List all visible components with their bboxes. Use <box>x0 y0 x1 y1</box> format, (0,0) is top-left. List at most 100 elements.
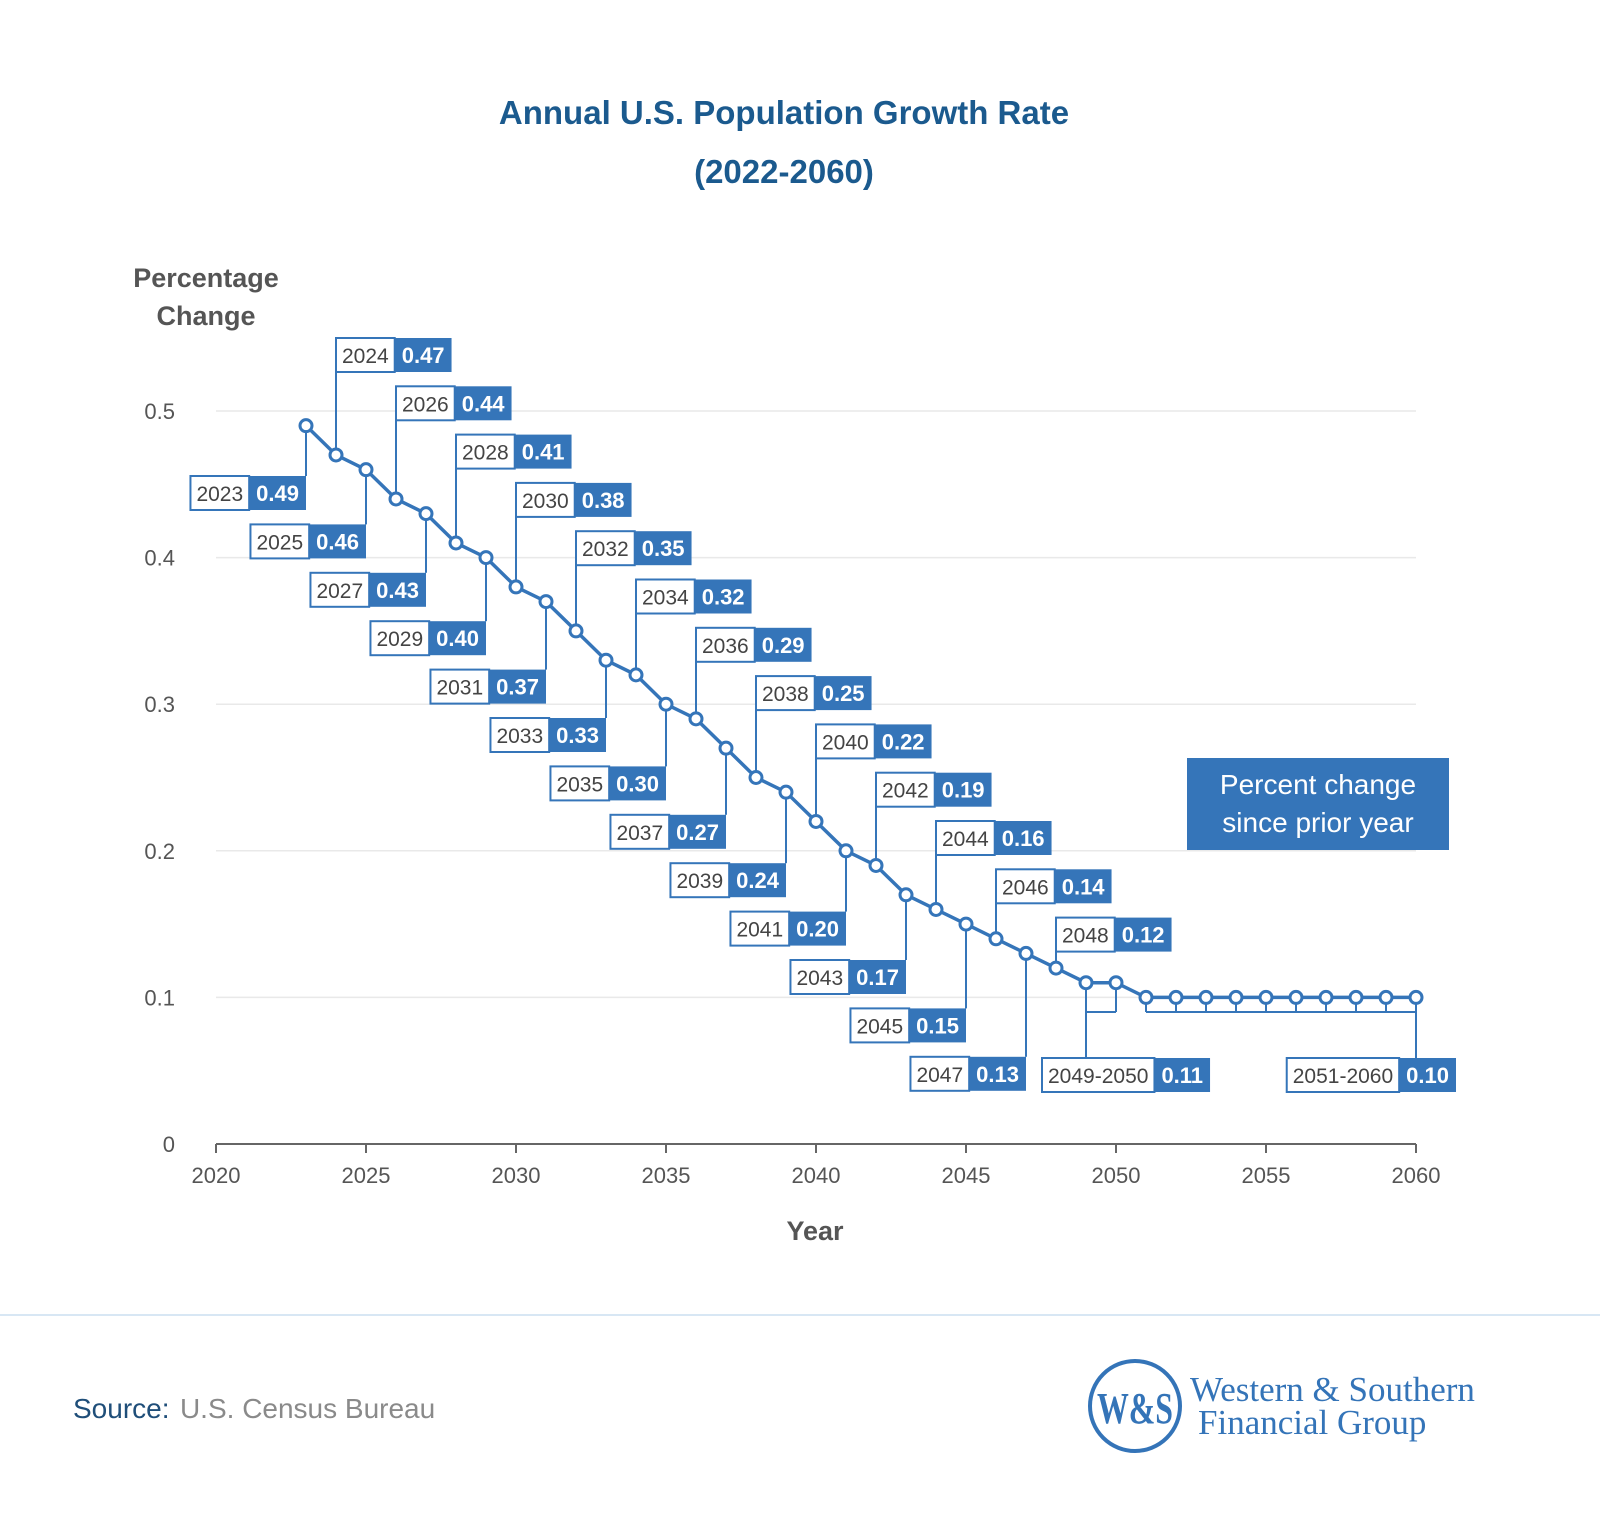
data-label-value: 0.19 <box>942 778 985 803</box>
data-label-year: 2026 <box>402 393 449 416</box>
data-point <box>328 447 344 463</box>
logo-circle <box>1088 1359 1182 1453</box>
chart-subtitle: (2022-2060) <box>694 153 874 190</box>
data-label-value-box <box>874 724 932 759</box>
data-label-value: 0.17 <box>856 965 899 990</box>
data-label-value-box <box>249 476 306 510</box>
data-label-year: 2027 <box>316 580 363 603</box>
data-label-value: 0.13 <box>976 1062 1019 1087</box>
data-label-value: 0.24 <box>736 868 780 893</box>
x-tick-label: 2050 <box>1092 1163 1141 1188</box>
data-point <box>478 550 494 566</box>
data-label-year: 2042 <box>882 780 929 803</box>
data-point <box>388 491 404 507</box>
data-label-value: 0.41 <box>522 440 565 465</box>
x-tick-label: 2040 <box>792 1163 841 1188</box>
label-leaders <box>305 372 1417 1058</box>
data-label-year-box <box>935 820 996 856</box>
data-point <box>1258 989 1274 1005</box>
data-label-value: 0.16 <box>1002 826 1045 851</box>
data-point <box>298 418 314 434</box>
legend-box: Percent change since prior year <box>1187 758 1449 850</box>
data-point <box>1378 989 1394 1005</box>
data-point <box>898 887 914 903</box>
data-label-value: 0.14 <box>1062 874 1106 899</box>
data-label: 2040 0.22 <box>815 723 932 760</box>
data-label-year-box <box>575 530 636 567</box>
data-label: 2044 0.16 <box>935 820 1052 856</box>
data-point <box>718 740 734 756</box>
y-tick-label: 0.2 <box>144 839 175 864</box>
data-label-value-box <box>394 338 452 372</box>
x-tick-label: 2025 <box>342 1163 391 1188</box>
data-label: 2032 0.35 <box>575 530 692 567</box>
data-point <box>598 652 614 668</box>
data-label-value: 0.11 <box>1161 1063 1203 1088</box>
data-point <box>1138 989 1154 1005</box>
data-label: 2046 0.14 <box>995 868 1112 905</box>
data-point <box>1318 989 1334 1005</box>
data-label-year-box <box>1285 1057 1401 1093</box>
data-label-value: 0.37 <box>496 675 539 700</box>
series-line <box>298 418 1424 1005</box>
data-label-value-box <box>669 814 726 849</box>
y-tick-label: 0.3 <box>144 692 175 717</box>
data-label-year: 2032 <box>582 538 629 561</box>
data-label-value: 0.32 <box>702 585 745 610</box>
data-label-year-box <box>909 1055 971 1092</box>
data-label-value-box <box>909 1008 966 1043</box>
data-label: 2043 0.17 <box>789 959 906 995</box>
data-label-year-box <box>549 765 611 802</box>
source-label: Source: <box>73 1393 170 1424</box>
data-point <box>778 784 794 800</box>
series-polyline <box>304 424 1416 1000</box>
data-label-value-box <box>789 911 846 946</box>
data-label-year-box <box>729 910 791 947</box>
data-label: 2025 0.46 <box>249 523 366 560</box>
data-label: 2029 0.40 <box>369 620 486 657</box>
data-labels: 2023 0.49 2024 0.47 2025 0.46 2026 0.44 2027 0.43… <box>189 337 1456 1093</box>
data-point <box>988 931 1004 947</box>
data-label-value-box <box>1114 917 1172 952</box>
data-label: 2028 0.41 <box>455 433 572 470</box>
data-label-year: 2025 <box>256 531 303 554</box>
data-label-value-box <box>514 434 572 469</box>
data-label: 2035 0.30 <box>549 765 666 802</box>
x-tick-label: 2035 <box>642 1163 691 1188</box>
data-label-year: 2024 <box>342 345 389 368</box>
data-label-year: 2041 <box>736 919 783 942</box>
data-label-year: 2043 <box>796 967 843 990</box>
data-label-year: 2039 <box>676 870 723 893</box>
data-point <box>358 462 374 478</box>
data-label: 2033 0.33 <box>489 717 606 753</box>
data-label-value: 0.38 <box>582 488 625 513</box>
data-label-year: 2031 <box>436 677 483 700</box>
data-label-year-box <box>249 523 311 560</box>
data-label-year: 2037 <box>616 822 663 845</box>
data-label: 2038 0.25 <box>755 675 872 712</box>
data-point <box>628 667 644 683</box>
data-label-value-box <box>369 572 426 607</box>
data-label-year: 2033 <box>496 725 543 748</box>
data-label: 2030 0.38 <box>515 481 632 518</box>
source-text: Source: U.S. Census Bureau <box>73 1393 435 1424</box>
data-label-value: 0.47 <box>402 343 445 368</box>
x-tick-label: 2055 <box>1242 1163 1291 1188</box>
company-logo: W&S Western & Southern Financial Group <box>1088 1359 1475 1453</box>
data-label-year: 2040 <box>822 731 869 754</box>
data-label-year-box <box>669 862 731 899</box>
data-label-value: 0.29 <box>762 633 805 658</box>
data-label-year: 2038 <box>762 683 809 706</box>
data-point <box>538 594 554 610</box>
data-label-value-box <box>729 863 786 898</box>
chart-title: Annual U.S. Population Growth Rate <box>499 94 1069 131</box>
data-point <box>1198 989 1214 1005</box>
data-label-value-box <box>309 524 366 559</box>
data-label-value-box <box>574 482 632 517</box>
data-label-value: 0.20 <box>796 917 839 942</box>
y-axis-label-line1: Percentage <box>133 263 279 293</box>
data-label-value-box <box>754 627 812 662</box>
data-label-value-box <box>454 386 512 421</box>
data-point <box>838 843 854 859</box>
